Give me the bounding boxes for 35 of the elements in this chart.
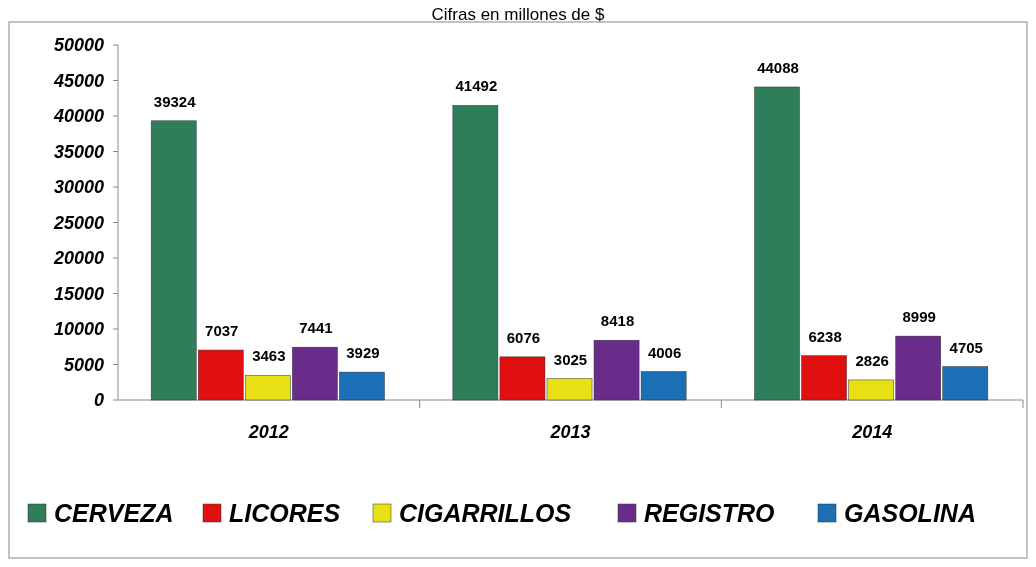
data-label: 8418	[600, 312, 635, 330]
y-tick-label: 50000	[53, 35, 104, 56]
x-tick-label: 2013	[549, 422, 591, 442]
data-label: 3463	[252, 347, 286, 365]
data-label: 3929	[346, 344, 380, 362]
legend-label: CERVEZA	[54, 498, 174, 527]
data-label: 41492	[455, 77, 498, 95]
data-label: 4705	[949, 338, 983, 356]
data-label: 4006	[647, 343, 682, 361]
legend-label: CIGARRILLOS	[399, 498, 572, 527]
chart-title: Cifras en millones de $	[431, 5, 605, 24]
data-label: 3025	[553, 350, 588, 368]
x-tick-label: 2012	[247, 422, 289, 442]
data-label: 7441	[299, 319, 333, 337]
data-label: 39324	[153, 92, 197, 110]
y-tick-label: 35000	[53, 141, 104, 162]
data-label: 6238	[808, 327, 842, 345]
y-tick-label: 10000	[53, 319, 104, 340]
data-label: 6076	[506, 328, 541, 346]
x-tick-label: 2014	[851, 422, 893, 442]
y-tick-label: 40000	[52, 106, 104, 127]
y-tick-label: 15000	[53, 283, 104, 304]
legend-label: REGISTRO	[644, 498, 776, 527]
y-tick-label: 5000	[63, 354, 104, 375]
y-tick-label: 20000	[52, 248, 104, 269]
data-label: 44088	[757, 58, 799, 76]
y-tick-label: 0	[93, 390, 104, 411]
data-label: 7037	[205, 322, 239, 340]
legend-label: GASOLINA	[844, 498, 976, 527]
y-tick-label: 45000	[52, 70, 104, 91]
legend-label: LICORES	[229, 498, 341, 527]
data-label: 2826	[855, 351, 889, 369]
data-label: 8999	[902, 308, 936, 326]
y-tick-label: 25000	[52, 212, 104, 233]
y-tick-label: 30000	[53, 177, 104, 198]
